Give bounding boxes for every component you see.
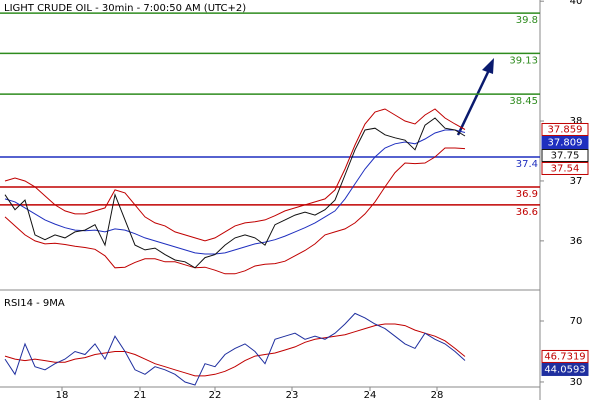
x-tick-label: 21 [134,390,147,400]
last-value-box [541,135,589,149]
level-label: 36.6 [516,207,538,218]
last-value-box [541,362,589,376]
y-tick-label: 38 [570,116,583,127]
series-line [4,147,466,275]
y-tick-label: 37 [570,176,583,187]
last-value-label: 37.54 [551,163,580,174]
series-line [4,129,466,255]
level-label: 36.9 [516,189,538,200]
last-value-label: 44.0593 [544,364,585,375]
last-value-label: 37.809 [548,137,583,148]
last-value-box [541,122,589,136]
level-label: 38.45 [509,96,538,107]
y-tick-label: 36 [570,236,583,247]
rsi-title: RSI14 - 9MA [4,298,65,309]
last-value-box [541,161,589,175]
level-label: 39.8 [516,15,538,26]
chart-title: LIGHT CRUDE OIL - 30min - 7:00:50 AM (UT… [4,3,246,14]
series-line [4,108,466,242]
y-tick-label: 30 [570,377,583,388]
series-line [4,323,466,377]
arrow [456,58,494,136]
x-tick-label: 18 [56,390,69,400]
level-label: 39.13 [509,55,538,66]
x-tick-label: 28 [431,390,444,400]
x-tick-label: 23 [286,390,299,400]
last-value-box [541,349,589,363]
y-tick-label: 40 [570,0,583,7]
series-line [4,312,466,386]
level-label: 37.4 [516,159,538,170]
last-value-box [541,148,589,162]
series-line [4,117,466,269]
x-tick-label: 24 [364,390,377,400]
y-tick-label: 70 [570,316,583,327]
last-value-label: 46.7319 [544,351,585,362]
x-tick-label: 22 [209,390,222,400]
last-value-label: 37.859 [548,124,583,135]
last-value-label: 37.75 [551,150,580,161]
